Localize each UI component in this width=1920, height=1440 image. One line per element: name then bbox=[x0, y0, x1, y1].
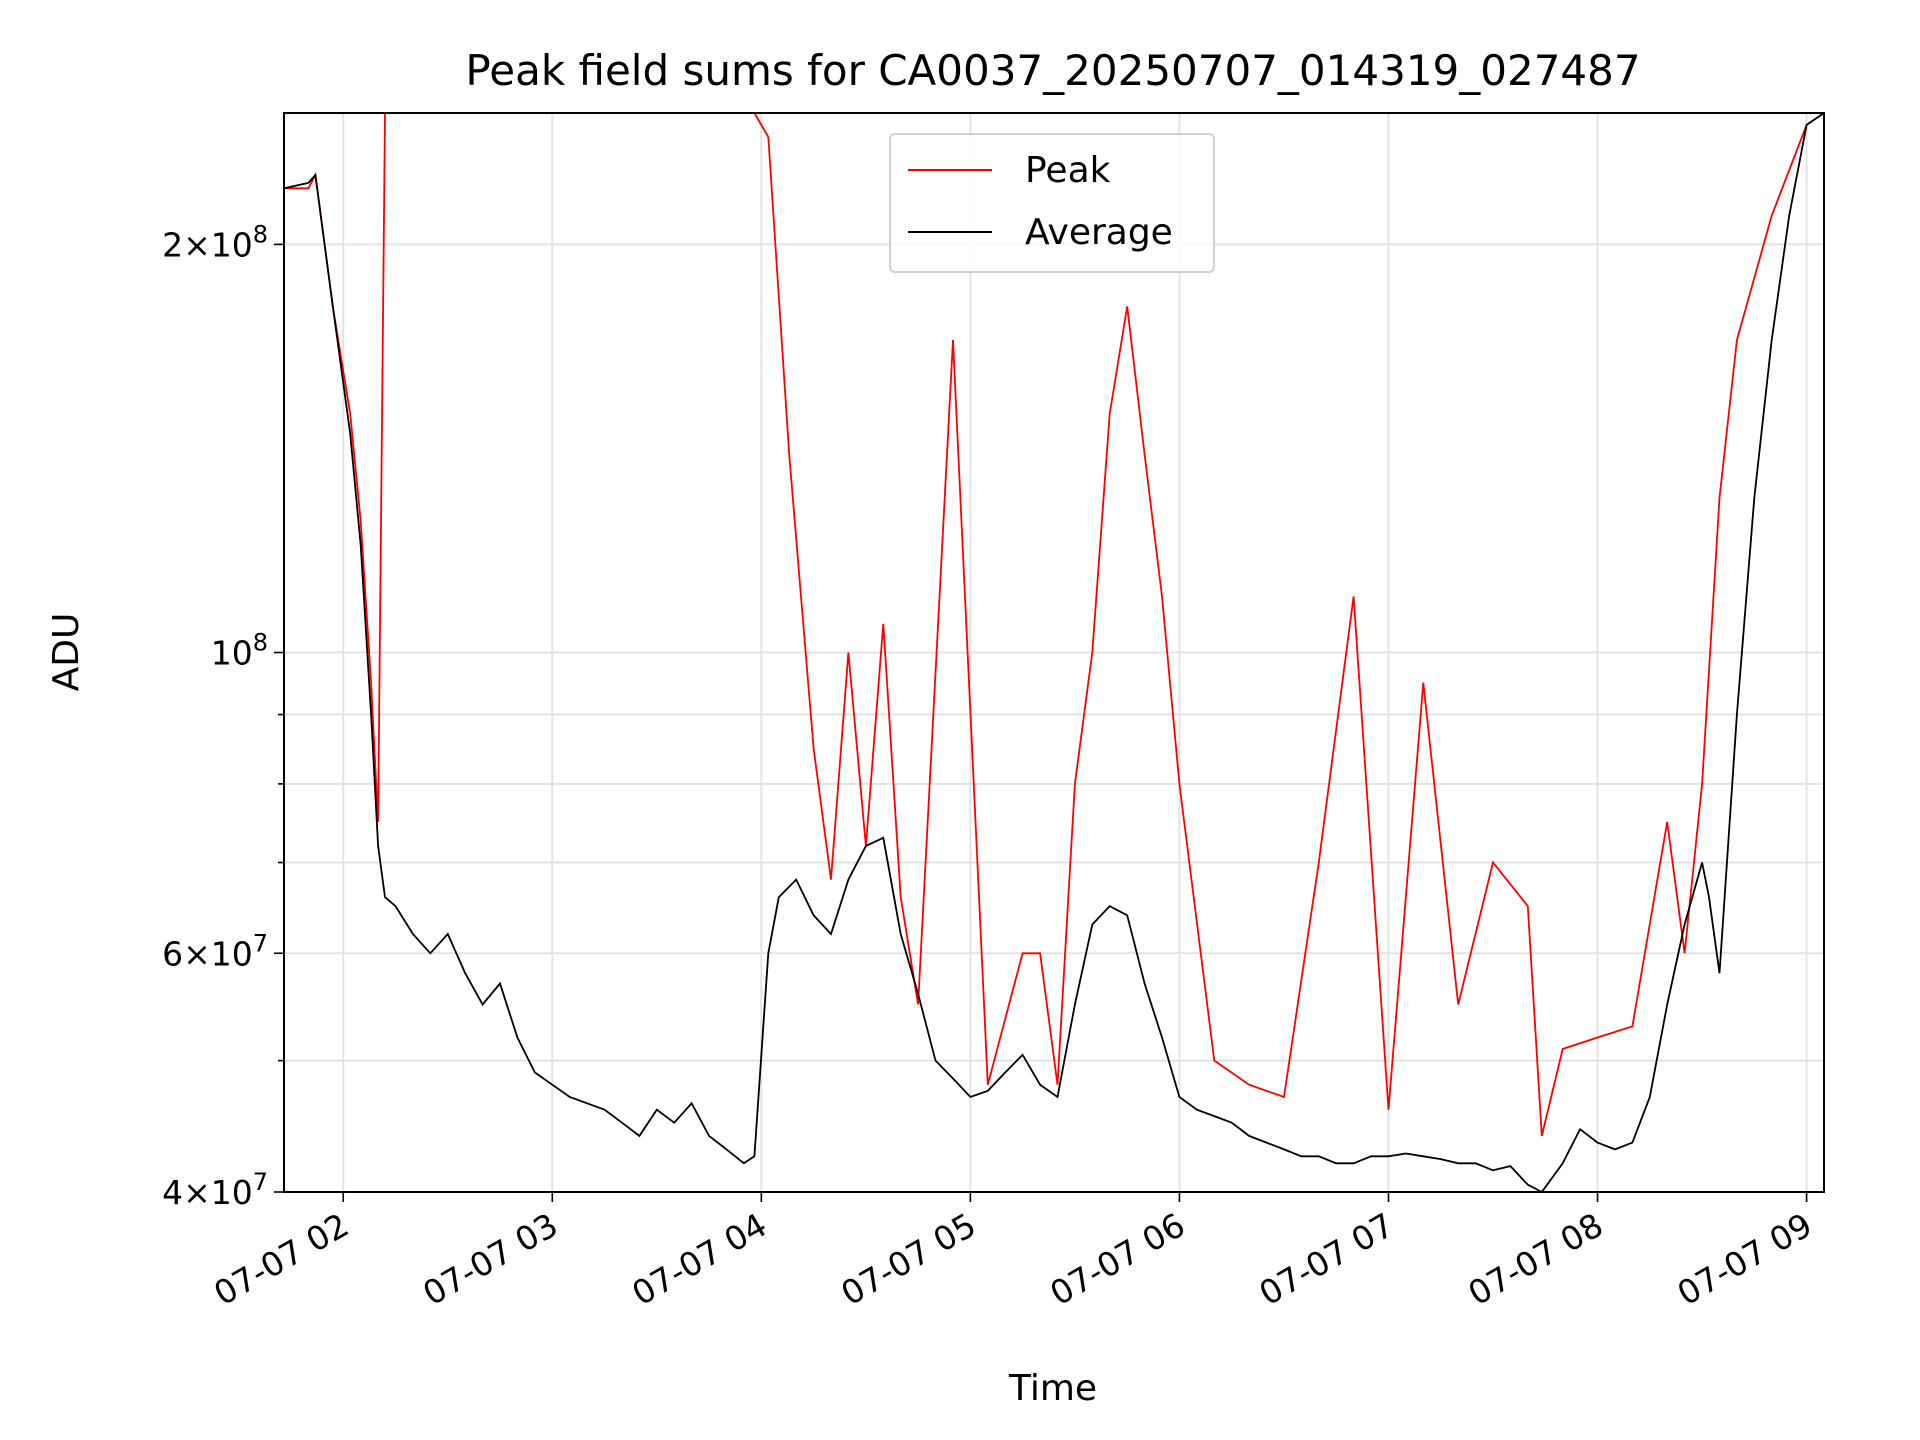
series-line-average bbox=[284, 113, 1824, 1192]
legend-label-peak: Peak bbox=[1025, 150, 1111, 191]
chart-title: Peak field sums for CA0037_20250707_0143… bbox=[465, 46, 1640, 95]
series-line-peak bbox=[284, 113, 1824, 1137]
plot-area bbox=[284, 113, 1824, 1192]
y-axis-label: ADU bbox=[46, 613, 87, 692]
y-tick-label: 6×107 bbox=[162, 929, 268, 973]
legend: Peak Average bbox=[889, 133, 1215, 273]
legend-label-average: Average bbox=[1025, 212, 1173, 253]
y-tick-label: 108 bbox=[211, 629, 268, 673]
x-axis-label: Time bbox=[1008, 1368, 1097, 1409]
y-tick-label: 4×107 bbox=[162, 1168, 268, 1212]
legend-box bbox=[889, 133, 1215, 273]
y-axis-ticks: 4×107 6×107 108 2×108 bbox=[162, 220, 284, 1212]
y-tick-label: 2×108 bbox=[162, 220, 268, 264]
